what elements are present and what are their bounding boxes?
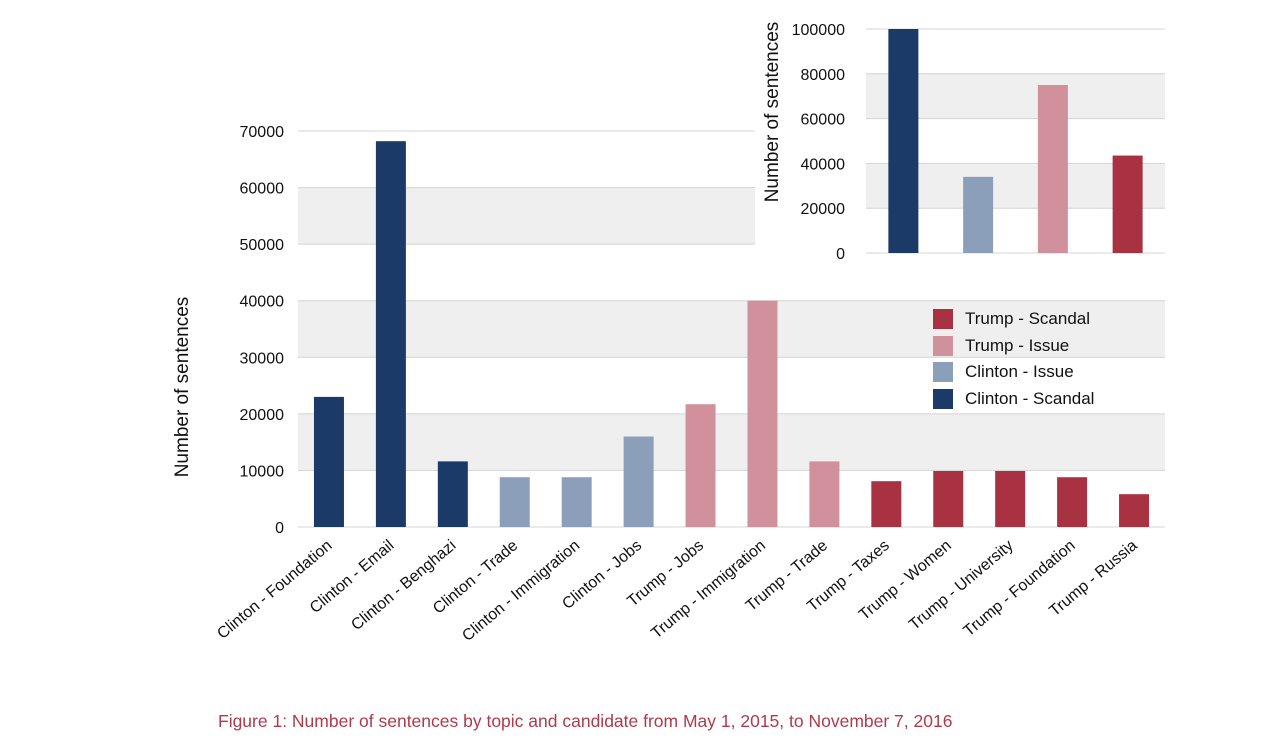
legend-swatch-trump-scandal: [933, 309, 953, 330]
main-bar-clinton-email: [375, 141, 406, 527]
main-grid-band: [298, 413, 1165, 471]
legend-item-trump-scandal: Trump - Scandal: [933, 306, 1094, 333]
main-bar-trump-university: [995, 470, 1026, 527]
main-y-axis-title: Number of sentences: [172, 297, 193, 478]
main-y-tick-label: 40000: [240, 294, 285, 311]
main-y-tick-label: 10000: [240, 463, 285, 480]
inset-y-tick-label: 60000: [801, 112, 846, 129]
legend-swatch-trump-issue: [933, 335, 953, 356]
legend-swatch-clinton-scandal: [933, 388, 953, 409]
main-y-tick-label: 30000: [240, 350, 285, 367]
legend-label-clinton-issue: Clinton - Issue: [965, 362, 1074, 382]
inset-bar-clinton-issue: [963, 176, 994, 253]
legend-item-clinton-scandal: Clinton - Scandal: [933, 386, 1094, 413]
main-y-tick-label: 50000: [240, 237, 285, 254]
main-bar-trump-foundation: [1057, 477, 1088, 527]
main-x-tick-label: Trump - University: [906, 537, 1017, 634]
inset-y-tick-label: 80000: [801, 67, 846, 84]
main-x-tick-label: Clinton - Immigration: [459, 537, 583, 645]
legend-item-trump-issue: Trump - Issue: [933, 333, 1094, 360]
inset-bar-clinton-scandal: [888, 29, 919, 253]
inset-y-tick-label: 100000: [792, 22, 845, 39]
legend: Trump - Scandal Trump - Issue Clinton - …: [933, 306, 1094, 412]
legend-label-trump-scandal: Trump - Scandal: [965, 309, 1091, 329]
legend-item-clinton-issue: Clinton - Issue: [933, 359, 1094, 386]
main-bar-trump-women: [933, 470, 964, 527]
main-bar-clinton-foundation: [313, 396, 344, 527]
main-bar-trump-taxes: [871, 481, 902, 527]
inset-bar-trump-issue: [1037, 85, 1068, 253]
inset-y-tick-label: 0: [836, 246, 845, 263]
main-y-tick-label: 20000: [240, 407, 285, 424]
legend-label-clinton-scandal: Clinton - Scandal: [965, 388, 1095, 408]
main-x-tick-label: Trump - Foundation: [961, 537, 1079, 640]
legend-label-trump-issue: Trump - Issue: [965, 335, 1070, 355]
main-bar-clinton-benghazi: [437, 461, 468, 527]
main-bar-trump-jobs: [685, 404, 716, 527]
main-x-tick-label: Trump - Immigration: [648, 537, 769, 642]
main-grid-band: [298, 300, 1165, 358]
legend-swatch-clinton-issue: [933, 362, 953, 383]
inset-bar-trump-scandal: [1112, 155, 1143, 253]
inset-chart: 0 20000 40000 60000 80000 100000 Number of sen…: [755, 0, 1175, 285]
inset-y-tick-label: 40000: [801, 156, 846, 173]
inset-y-axis-title: Number of sentences: [762, 22, 783, 203]
main-bar-trump-immigration: [747, 300, 778, 527]
main-x-tick-label: Clinton - Benghazi: [348, 537, 459, 634]
main-x-tick-label: Clinton - Foundation: [214, 537, 335, 643]
main-bar-clinton-immigration: [561, 477, 592, 527]
figure-caption: Figure 1: Number of sentences by topic a…: [218, 711, 953, 731]
main-y-tick-label: 60000: [240, 181, 285, 198]
inset-y-tick-label: 20000: [801, 201, 846, 218]
main-bar-clinton-jobs: [623, 436, 654, 527]
main-bar-trump-russia: [1119, 494, 1150, 527]
main-y-tick-label: 0: [275, 520, 284, 537]
main-bar-trump-trade: [809, 461, 840, 527]
main-y-tick-label: 70000: [240, 124, 285, 141]
main-bar-clinton-trade: [499, 477, 530, 527]
